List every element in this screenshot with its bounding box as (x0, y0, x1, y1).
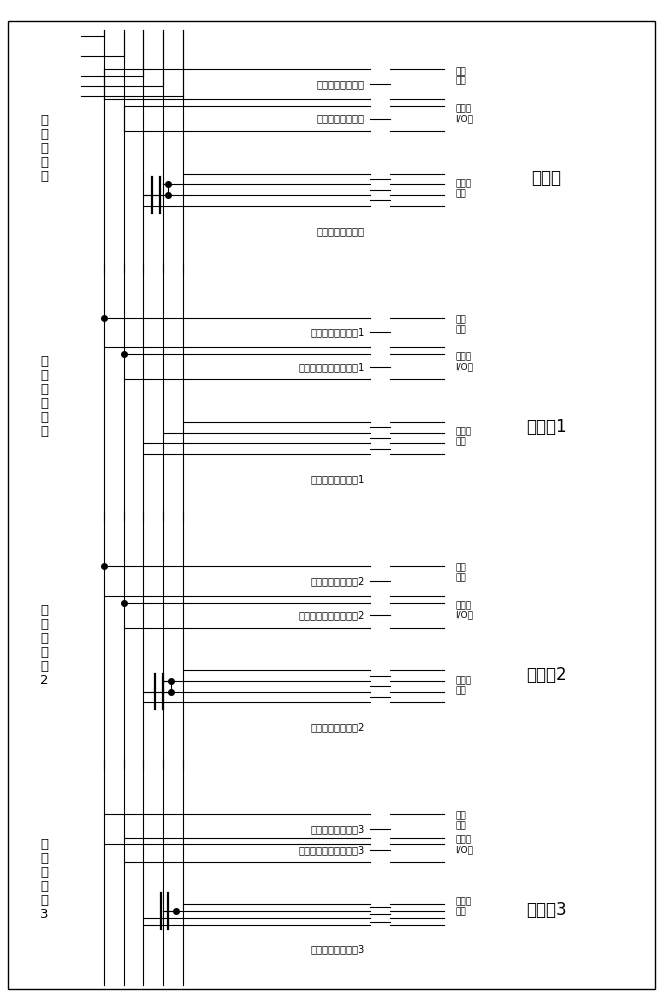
Text: 从模块通信线插匛1: 从模块通信线插匛1 (310, 327, 365, 337)
FancyBboxPatch shape (78, 30, 652, 267)
FancyBboxPatch shape (370, 417, 390, 459)
Text: 从模块地址线插匛3: 从模块地址线插匛3 (310, 944, 365, 954)
Text: 通信
端口: 通信 端口 (455, 315, 466, 334)
Text: 主
模
块
插
槽: 主 模 块 插 槽 (40, 114, 48, 183)
Text: 从模块2: 从模块2 (526, 666, 566, 684)
FancyBboxPatch shape (370, 303, 390, 362)
Text: 地址线
接口: 地址线 接口 (455, 180, 472, 198)
Text: 从模块地址线插匛2: 从模块地址线插匛2 (310, 722, 365, 732)
Text: 通信
端口: 通信 端口 (455, 563, 466, 582)
Text: 主模块通信线插口: 主模块通信线插口 (316, 79, 365, 89)
Text: 从模块识别线插口: 从模块识别线插口 (316, 114, 365, 124)
Text: 控制器
I/O口: 控制器 I/O口 (455, 601, 473, 620)
Text: 通信
端口: 通信 端口 (455, 812, 466, 830)
FancyBboxPatch shape (370, 54, 390, 114)
FancyBboxPatch shape (78, 527, 652, 763)
Text: 地址线
接口: 地址线 接口 (455, 676, 472, 695)
Text: 主模块地址线插口: 主模块地址线插口 (316, 226, 365, 236)
Text: 通信
端口: 通信 端口 (455, 67, 466, 86)
Text: 控制器
I/O口: 控制器 I/O口 (455, 104, 473, 123)
FancyBboxPatch shape (444, 44, 648, 253)
Text: 从
模
块
插
槽
2: 从 模 块 插 槽 2 (40, 604, 48, 687)
Text: 地址线
接口: 地址线 接口 (455, 428, 472, 447)
FancyBboxPatch shape (370, 94, 390, 143)
FancyBboxPatch shape (444, 541, 648, 749)
Text: 主模块: 主模块 (531, 169, 561, 187)
Text: 从模块插拔识别线插匛3: 从模块插拔识别线插匛3 (298, 845, 365, 855)
FancyBboxPatch shape (78, 279, 652, 515)
Text: 从模块地址线插匛1: 从模块地址线插匛1 (310, 474, 365, 484)
Text: 从模块1: 从模块1 (526, 418, 566, 436)
FancyBboxPatch shape (370, 665, 390, 707)
FancyBboxPatch shape (370, 342, 390, 392)
FancyBboxPatch shape (78, 775, 652, 985)
Text: 从模块3: 从模块3 (526, 901, 566, 919)
Text: 地址线
接口: 地址线 接口 (455, 898, 472, 916)
Text: 控制器
I/O口: 控制器 I/O口 (455, 836, 473, 854)
FancyBboxPatch shape (444, 293, 648, 501)
Text: 从模块插拔识别线插匛1: 从模块插拔识别线插匛1 (298, 362, 365, 372)
Text: 从
模
块
插
槽
3: 从 模 块 插 槽 3 (40, 838, 48, 921)
FancyBboxPatch shape (444, 789, 648, 971)
Text: 控制器
I/O口: 控制器 I/O口 (455, 353, 473, 371)
FancyBboxPatch shape (370, 900, 390, 929)
Text: 从模块通信线插匛3: 从模块通信线插匛3 (310, 824, 365, 834)
Text: 从模块插拔识别线插匛2: 从模块插拔识别线插匛2 (298, 610, 365, 620)
FancyBboxPatch shape (370, 551, 390, 611)
Text: 从
模
块
插
槽
一: 从 模 块 插 槽 一 (40, 355, 48, 438)
FancyBboxPatch shape (8, 21, 655, 989)
FancyBboxPatch shape (370, 799, 390, 859)
FancyBboxPatch shape (370, 825, 390, 875)
Text: 从模块通信线插匛2: 从模块通信线插匛2 (310, 576, 365, 586)
FancyBboxPatch shape (370, 168, 390, 211)
FancyBboxPatch shape (370, 590, 390, 640)
